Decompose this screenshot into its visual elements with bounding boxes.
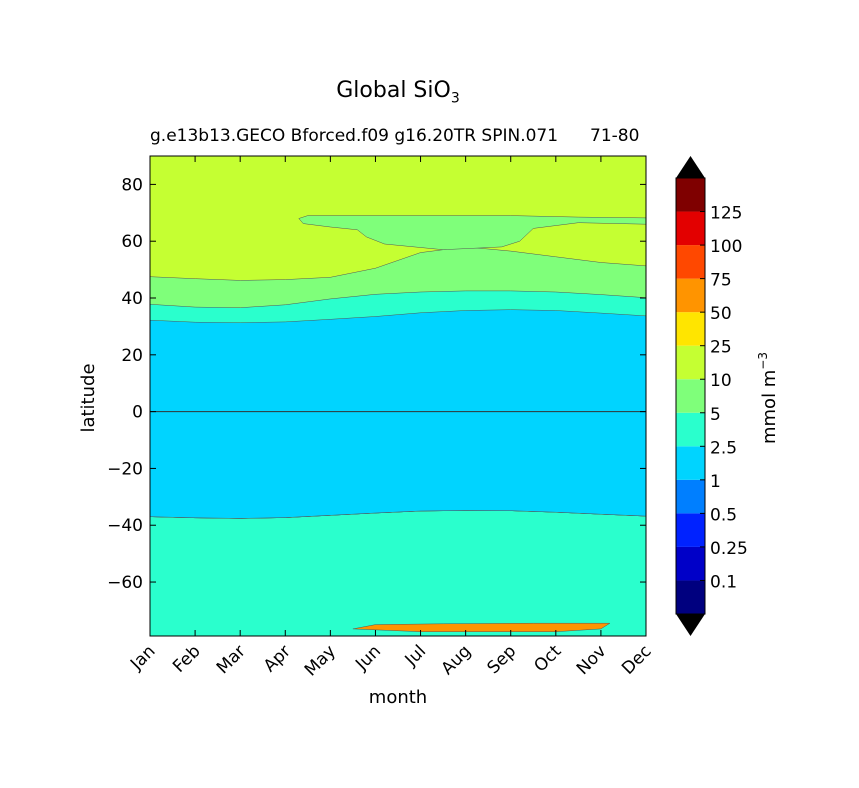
chart-subtitle: g.e13b13.GECO Bforced.f09 g16.20TR SPIN.…	[150, 126, 559, 146]
colorbar-tick-label: 125	[710, 204, 742, 224]
colorbar-tick-label: 1	[710, 472, 721, 492]
x-axis-label: month	[369, 687, 427, 708]
colorbar-extend-top	[676, 156, 705, 178]
x-tick-label: Feb	[169, 641, 204, 676]
colorbar-segment	[676, 178, 705, 212]
y-tick-label: 40	[121, 289, 143, 309]
colorbar-tick-label: 10	[710, 371, 732, 391]
x-tick-label: May	[301, 641, 340, 680]
colorbar-segment	[676, 211, 705, 246]
x-tick-label: Mar	[213, 641, 250, 678]
colorbar-segment	[676, 312, 705, 346]
colorbar-segment	[676, 412, 705, 447]
colorbar-frame	[675, 177, 706, 615]
colorbar-tick-label: 5	[710, 405, 721, 425]
colorbar-tick-label: 75	[710, 271, 732, 291]
plot-frame	[149, 155, 647, 637]
chart-title-text: Global SiO	[336, 78, 451, 103]
colorbar-segment	[676, 245, 705, 279]
colorbar-segment	[676, 379, 705, 413]
y-tick-label: 80	[121, 175, 143, 195]
colorbar-label-superscript: −3	[756, 352, 770, 370]
y-tick-label: −40	[107, 516, 143, 536]
x-tick-label: Jun	[351, 641, 385, 675]
y-tick-label: 0	[132, 403, 143, 423]
x-tick-label: Sep	[483, 641, 520, 678]
colorbar-label-text: mmol m	[759, 370, 780, 444]
y-tick-label: −20	[107, 459, 143, 479]
chart-title-subscript: 3	[450, 90, 460, 107]
colorbar-segment	[676, 546, 705, 581]
x-tick-label: Jan	[126, 641, 159, 674]
colorbar-label: mmol m−3	[756, 352, 780, 444]
y-tick-label: 20	[121, 346, 143, 366]
x-tick-label: Aug	[438, 641, 476, 679]
chart-title: Global SiO3	[150, 78, 646, 106]
colorbar-extend-bottom	[676, 614, 705, 636]
y-tick-label: −60	[107, 573, 143, 593]
band-1-2-5-north	[150, 309, 646, 519]
colorbar-tick-label: 0.1	[710, 572, 737, 592]
colorbar: 0.1 0.25 0.5 1 2.5 5 10 25 50 75 100 125	[675, 156, 748, 636]
y-tick-label: 60	[121, 232, 143, 252]
x-tick-label: Apr	[260, 641, 295, 676]
colorbar-tick-label: 50	[710, 304, 732, 324]
x-tick-label: Oct	[530, 641, 565, 676]
high-latitude-region	[298, 215, 646, 250]
colorbar-segment	[676, 479, 705, 514]
colorbar-tick-label: 0.25	[710, 539, 748, 559]
x-tick-label: Jul	[401, 641, 430, 670]
colorbar-tick-label: 2.5	[710, 438, 737, 458]
band-1-2-5-south	[150, 510, 646, 636]
y-axis-label: latitude	[78, 363, 99, 432]
colorbar-tick-label: 0.5	[710, 505, 737, 525]
colorbar-tick-label: 25	[710, 338, 732, 358]
colorbar-segment	[676, 278, 705, 313]
colorbar-segment	[676, 345, 705, 380]
colorbar-segment	[676, 446, 705, 480]
contour-plot	[150, 156, 646, 636]
colorbar-segment	[676, 580, 705, 614]
antarctic-patch	[352, 622, 611, 632]
y-axis: 80 60 40 20 0 −20 −40 −60	[107, 175, 646, 593]
x-tick-label: Dec	[618, 641, 655, 678]
colorbar-tick-label: 100	[710, 237, 742, 257]
colorbar-segment	[676, 513, 705, 547]
x-tick-label: Nov	[573, 641, 611, 679]
chart-period: 71-80	[590, 126, 640, 146]
